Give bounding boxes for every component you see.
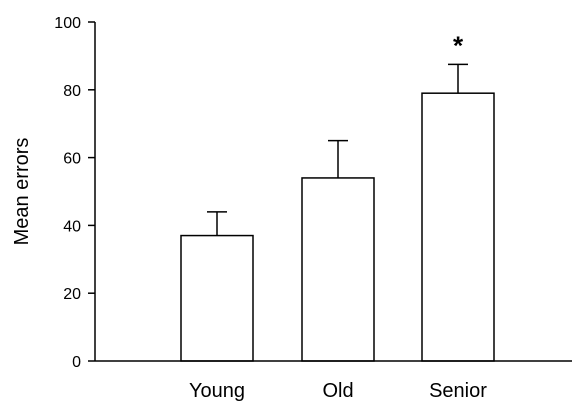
x-category-label: Old <box>322 380 353 402</box>
bars <box>180 92 495 362</box>
x-category-label: Young <box>189 380 245 402</box>
y-tick-label: 80 <box>63 83 81 100</box>
y-axis-ticks: 0 20 40 60 80 100 <box>54 15 95 371</box>
y-tick-label: 0 <box>72 354 81 371</box>
bar-senior <box>421 92 495 362</box>
error-bars <box>207 63 468 236</box>
significance-marker: * <box>453 30 464 60</box>
annotations: * <box>453 30 464 60</box>
y-tick-label: 20 <box>63 286 81 303</box>
bar-young <box>180 234 254 362</box>
y-tick-label: 60 <box>63 151 81 168</box>
y-tick-label: 100 <box>54 15 81 32</box>
x-axis-categories: Young Old Senior <box>189 380 487 402</box>
y-axis-title: Mean errors <box>11 138 33 246</box>
x-category-label: Senior <box>429 380 487 402</box>
y-tick-label: 40 <box>63 218 81 235</box>
bar-old <box>301 177 375 362</box>
